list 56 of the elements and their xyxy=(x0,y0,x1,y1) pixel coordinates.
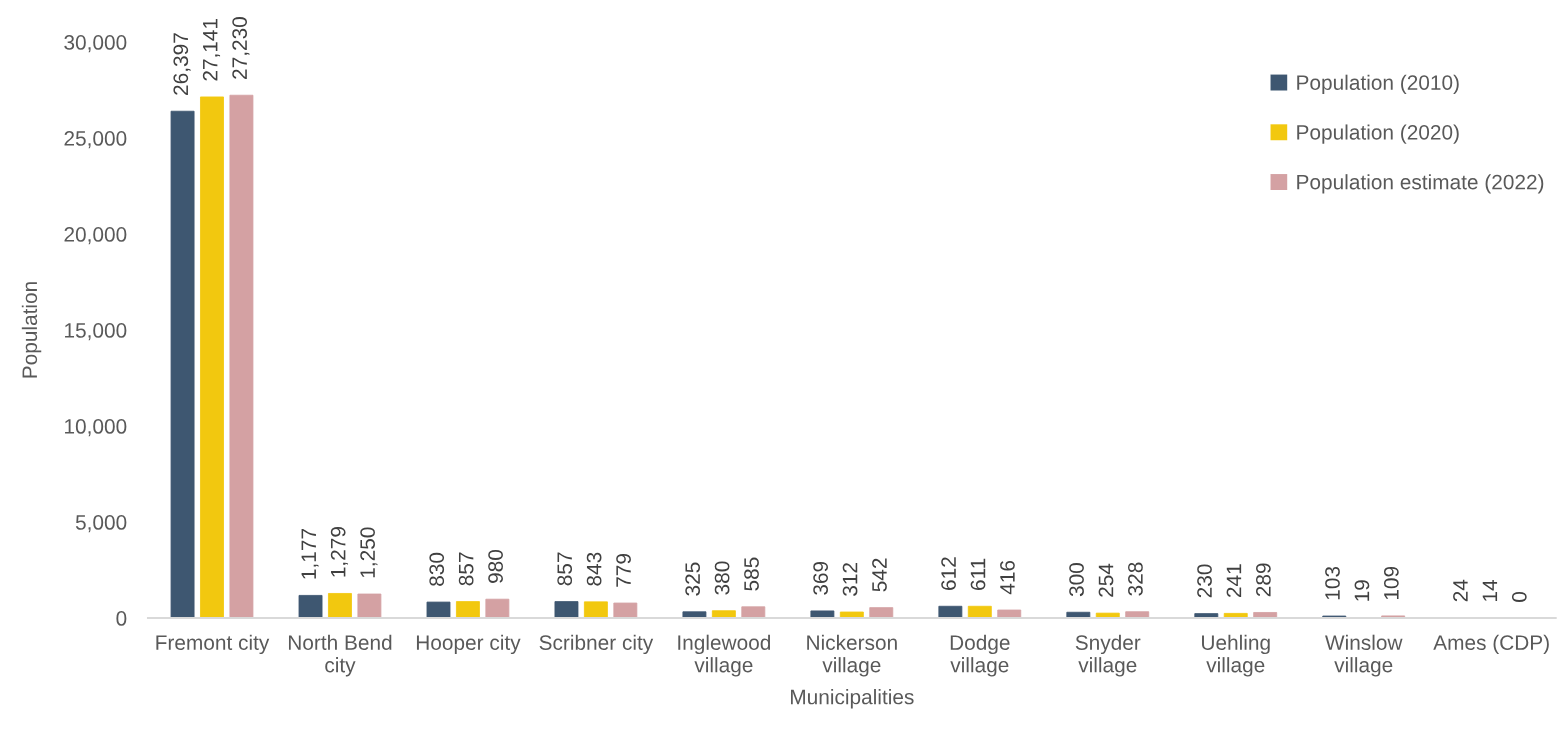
data-label: 369 xyxy=(813,561,828,595)
y-tick-label: 0 xyxy=(116,611,127,626)
x-tick-label: Fremont city xyxy=(156,634,270,655)
data-label: 14 xyxy=(1482,579,1498,601)
y-tick-label: 25,000 xyxy=(64,131,127,149)
x-tick-label: Dodge village xyxy=(950,634,1010,677)
data-label: 611 xyxy=(970,558,986,590)
y-tick-label: 30,000 xyxy=(64,35,127,53)
data-label: 230 xyxy=(1197,564,1212,598)
x-axis-title: Municipalities xyxy=(791,689,914,709)
data-label: 830 xyxy=(429,552,445,586)
data-label: 380 xyxy=(714,561,730,595)
data-label: 254 xyxy=(1098,563,1114,597)
data-label: 1,279 xyxy=(330,527,349,577)
data-label: 325 xyxy=(685,562,701,596)
y-tick-label: 15,000 xyxy=(65,323,127,341)
y-tick-label: 5,000 xyxy=(75,515,127,533)
data-label: 1,250 xyxy=(360,527,378,578)
data-label: 19 xyxy=(1354,580,1370,601)
data-label: 1,177 xyxy=(301,529,319,579)
data-label: 857 xyxy=(458,552,474,586)
x-tick-label: Nickerson village xyxy=(807,634,897,677)
data-label: 27,141 xyxy=(202,18,221,81)
data-label: 27,230 xyxy=(232,17,250,79)
data-label: 289 xyxy=(1256,563,1271,597)
y-tick-label: 20,000 xyxy=(64,227,127,245)
x-tick-label: Winslow village xyxy=(1325,634,1403,677)
data-label: 612 xyxy=(941,557,956,590)
y-tick-label: 10,000 xyxy=(65,419,127,437)
x-tick-label: Ames (CDP) xyxy=(1433,634,1549,655)
x-tick-label: Snyder village xyxy=(1075,634,1141,677)
data-label: 857 xyxy=(557,552,573,586)
x-tick-label: Uehling village xyxy=(1202,634,1270,677)
data-label: 241 xyxy=(1226,564,1242,598)
y-axis-title: Population xyxy=(21,282,42,378)
data-label: 328 xyxy=(1128,562,1143,596)
data-label: 980 xyxy=(488,549,503,583)
legend-label: Population (2010) xyxy=(1297,74,1459,95)
data-label: 779 xyxy=(616,554,631,587)
data-label: 416 xyxy=(1000,560,1015,595)
data-label: 24 xyxy=(1453,579,1468,602)
data-label: 0 xyxy=(1511,591,1527,602)
x-tick-label: Scribner city xyxy=(539,634,654,655)
x-tick-label: Inglewood village xyxy=(678,634,771,677)
data-label: 26,397 xyxy=(173,33,191,95)
x-tick-label: North Bend city xyxy=(288,634,392,677)
data-label: 103 xyxy=(1325,566,1340,600)
data-label: 312 xyxy=(842,563,858,596)
data-label: 585 xyxy=(744,557,759,591)
data-label: 109 xyxy=(1383,566,1399,600)
legend-label: Population estimate (2022) xyxy=(1297,174,1544,194)
data-label: 542 xyxy=(872,558,887,592)
data-label: 300 xyxy=(1069,563,1084,597)
x-tick-label: Hooper city xyxy=(416,634,521,655)
legend-label: Population (2020) xyxy=(1297,124,1459,144)
data-label: 843 xyxy=(586,552,602,586)
